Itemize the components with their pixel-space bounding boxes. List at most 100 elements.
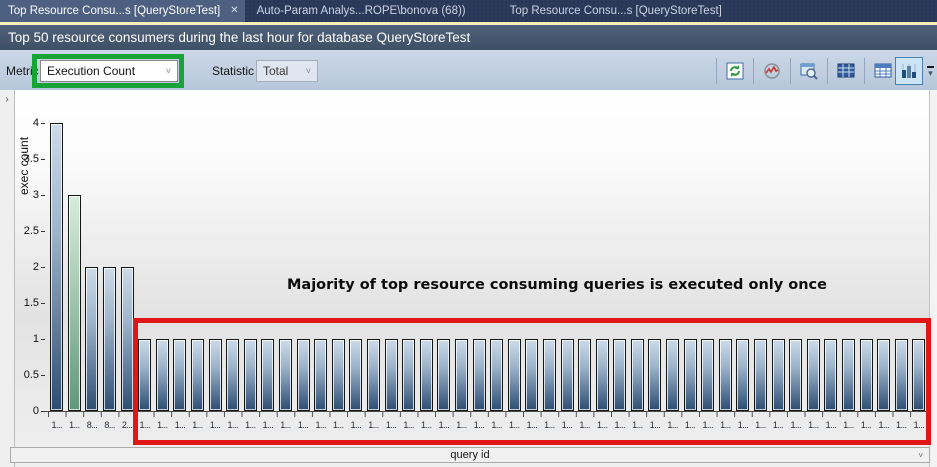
track-query-icon[interactable]	[760, 59, 784, 83]
x-tick-label: 1...	[649, 420, 661, 430]
bar-query-46[interactable]	[842, 339, 856, 411]
refresh-icon[interactable]	[723, 59, 747, 83]
bar-query-1[interactable]	[50, 123, 64, 411]
x-tick-label: 1...	[333, 420, 344, 430]
bar-query-11[interactable]	[226, 339, 240, 411]
statistic-dropdown[interactable]: Total ˅	[256, 60, 318, 82]
bar-query-23[interactable]	[437, 339, 451, 411]
y-tick-label: 0.5	[15, 368, 45, 382]
y-tick-label: 1	[15, 332, 45, 346]
vertical-scrollbar[interactable]	[929, 90, 937, 467]
x-tick-label: 1...	[772, 420, 784, 430]
x-tick-label: 1...	[790, 420, 801, 430]
bar-query-19[interactable]	[366, 339, 380, 411]
bar-query-10[interactable]	[208, 339, 222, 411]
bar-query-27[interactable]	[507, 339, 521, 411]
bar-query-9[interactable]	[191, 339, 205, 411]
x-tick-label: 1...	[421, 420, 432, 430]
grid-view-icon[interactable]	[834, 59, 858, 83]
x-tick-label: 1...	[297, 420, 309, 430]
toolbar-separator	[790, 58, 791, 84]
x-tick-label: 2...	[121, 420, 133, 430]
x-tick-label: 1...	[139, 420, 151, 430]
bar-query-32[interactable]	[595, 339, 609, 411]
y-tick-label: 4	[15, 116, 45, 130]
chart-view-icon[interactable]	[895, 57, 923, 85]
x-tick-label: 1...	[473, 420, 485, 430]
bar-query-7[interactable]	[155, 339, 169, 411]
x-tick-label: 1...	[403, 420, 414, 430]
bar-query-25[interactable]	[472, 339, 486, 411]
bar-query-20[interactable]	[384, 339, 398, 411]
view-title-bar: Top 50 resource consumers during the las…	[0, 25, 937, 50]
bar-query-42[interactable]	[771, 339, 785, 411]
bar-query-6[interactable]	[138, 339, 152, 411]
bar-query-49[interactable]	[894, 339, 908, 411]
chevron-down-icon: ˅	[165, 66, 171, 76]
page-title: Top 50 resource consumers during the las…	[8, 30, 471, 45]
x-tick-label: 1...	[755, 420, 766, 430]
bar-query-43[interactable]	[789, 339, 803, 411]
x-tick-label: 1...	[157, 420, 168, 430]
bar-query-40[interactable]	[736, 339, 750, 411]
bar-query-16[interactable]	[314, 339, 328, 411]
x-tick-label: 1...	[843, 420, 854, 430]
bar-query-3[interactable]	[85, 267, 99, 411]
tab-label: Auto-Param Analys...ROPE\bonova (68))	[256, 5, 466, 17]
x-tick-label: 1...	[737, 420, 749, 430]
bar-query-44[interactable]	[806, 339, 820, 411]
bar-query-30[interactable]	[560, 339, 574, 411]
bar-query-34[interactable]	[630, 339, 644, 411]
x-tick-label: 1...	[262, 420, 274, 430]
bar-query-39[interactable]	[718, 339, 732, 411]
bar-query-12[interactable]	[243, 339, 257, 411]
bar-query-35[interactable]	[648, 339, 662, 411]
bar-query-4[interactable]	[103, 267, 117, 411]
collapsed-panel-strip[interactable]: ›	[0, 90, 15, 467]
bar-query-21[interactable]	[402, 339, 416, 411]
bar-query-45[interactable]	[824, 339, 838, 411]
bar-query-14[interactable]	[279, 339, 293, 411]
close-icon[interactable]: ✕	[230, 5, 239, 16]
bar-query-31[interactable]	[578, 339, 592, 411]
x-tick-label: 1...	[561, 420, 573, 430]
bar-query-38[interactable]	[701, 339, 715, 411]
bar-query-29[interactable]	[542, 339, 556, 411]
bar-query-15[interactable]	[296, 339, 310, 411]
x-tick-label: 1...	[913, 420, 925, 430]
bar-query-8[interactable]	[173, 339, 187, 411]
bar-query-22[interactable]	[419, 339, 433, 411]
bar-query-18[interactable]	[349, 339, 363, 411]
metric-dropdown[interactable]: Execution Count ˅	[40, 60, 178, 82]
y-tick-label: 1.5	[15, 296, 45, 310]
x-tick-label: 1...	[174, 420, 186, 430]
bar-query-41[interactable]	[754, 339, 768, 411]
x-tick-label: 1...	[596, 420, 608, 430]
bar-query-50[interactable]	[912, 339, 926, 411]
tab-1[interactable]: Top Resource Consu...s [QueryStoreTest] ✕	[0, 0, 245, 22]
y-tick-label: 0	[15, 404, 45, 418]
bar-query-2[interactable]	[67, 195, 81, 411]
bar-query-36[interactable]	[666, 339, 680, 411]
x-axis-title-bar[interactable]: query id ˅	[10, 447, 930, 463]
grid-metrics-view-icon[interactable]	[871, 59, 895, 83]
bar-query-47[interactable]	[859, 339, 873, 411]
bar-query-26[interactable]	[490, 339, 504, 411]
view-query-text-icon[interactable]	[797, 59, 821, 83]
tab-3[interactable]: Top Resource Consu...s [QueryStoreTest]	[502, 0, 730, 22]
bar-query-17[interactable]	[331, 339, 345, 411]
expand-chevron-icon: ›	[5, 94, 9, 105]
bar-query-13[interactable]	[261, 339, 275, 411]
toolbar-separator	[716, 58, 717, 84]
x-tick-label: 1...	[632, 420, 643, 430]
statistic-value: Total	[263, 64, 289, 78]
bar-query-28[interactable]	[525, 339, 539, 411]
bar-query-24[interactable]	[454, 339, 468, 411]
bar-query-37[interactable]	[683, 339, 697, 411]
tab-2[interactable]: Auto-Param Analys...ROPE\bonova (68))	[249, 0, 474, 22]
bar-query-33[interactable]	[613, 339, 627, 411]
bar-query-48[interactable]	[877, 339, 891, 411]
toolbar-overflow-icon[interactable]: ▾	[927, 65, 934, 78]
bar-query-5[interactable]	[120, 267, 134, 411]
x-tick-label: 1...	[508, 420, 520, 430]
